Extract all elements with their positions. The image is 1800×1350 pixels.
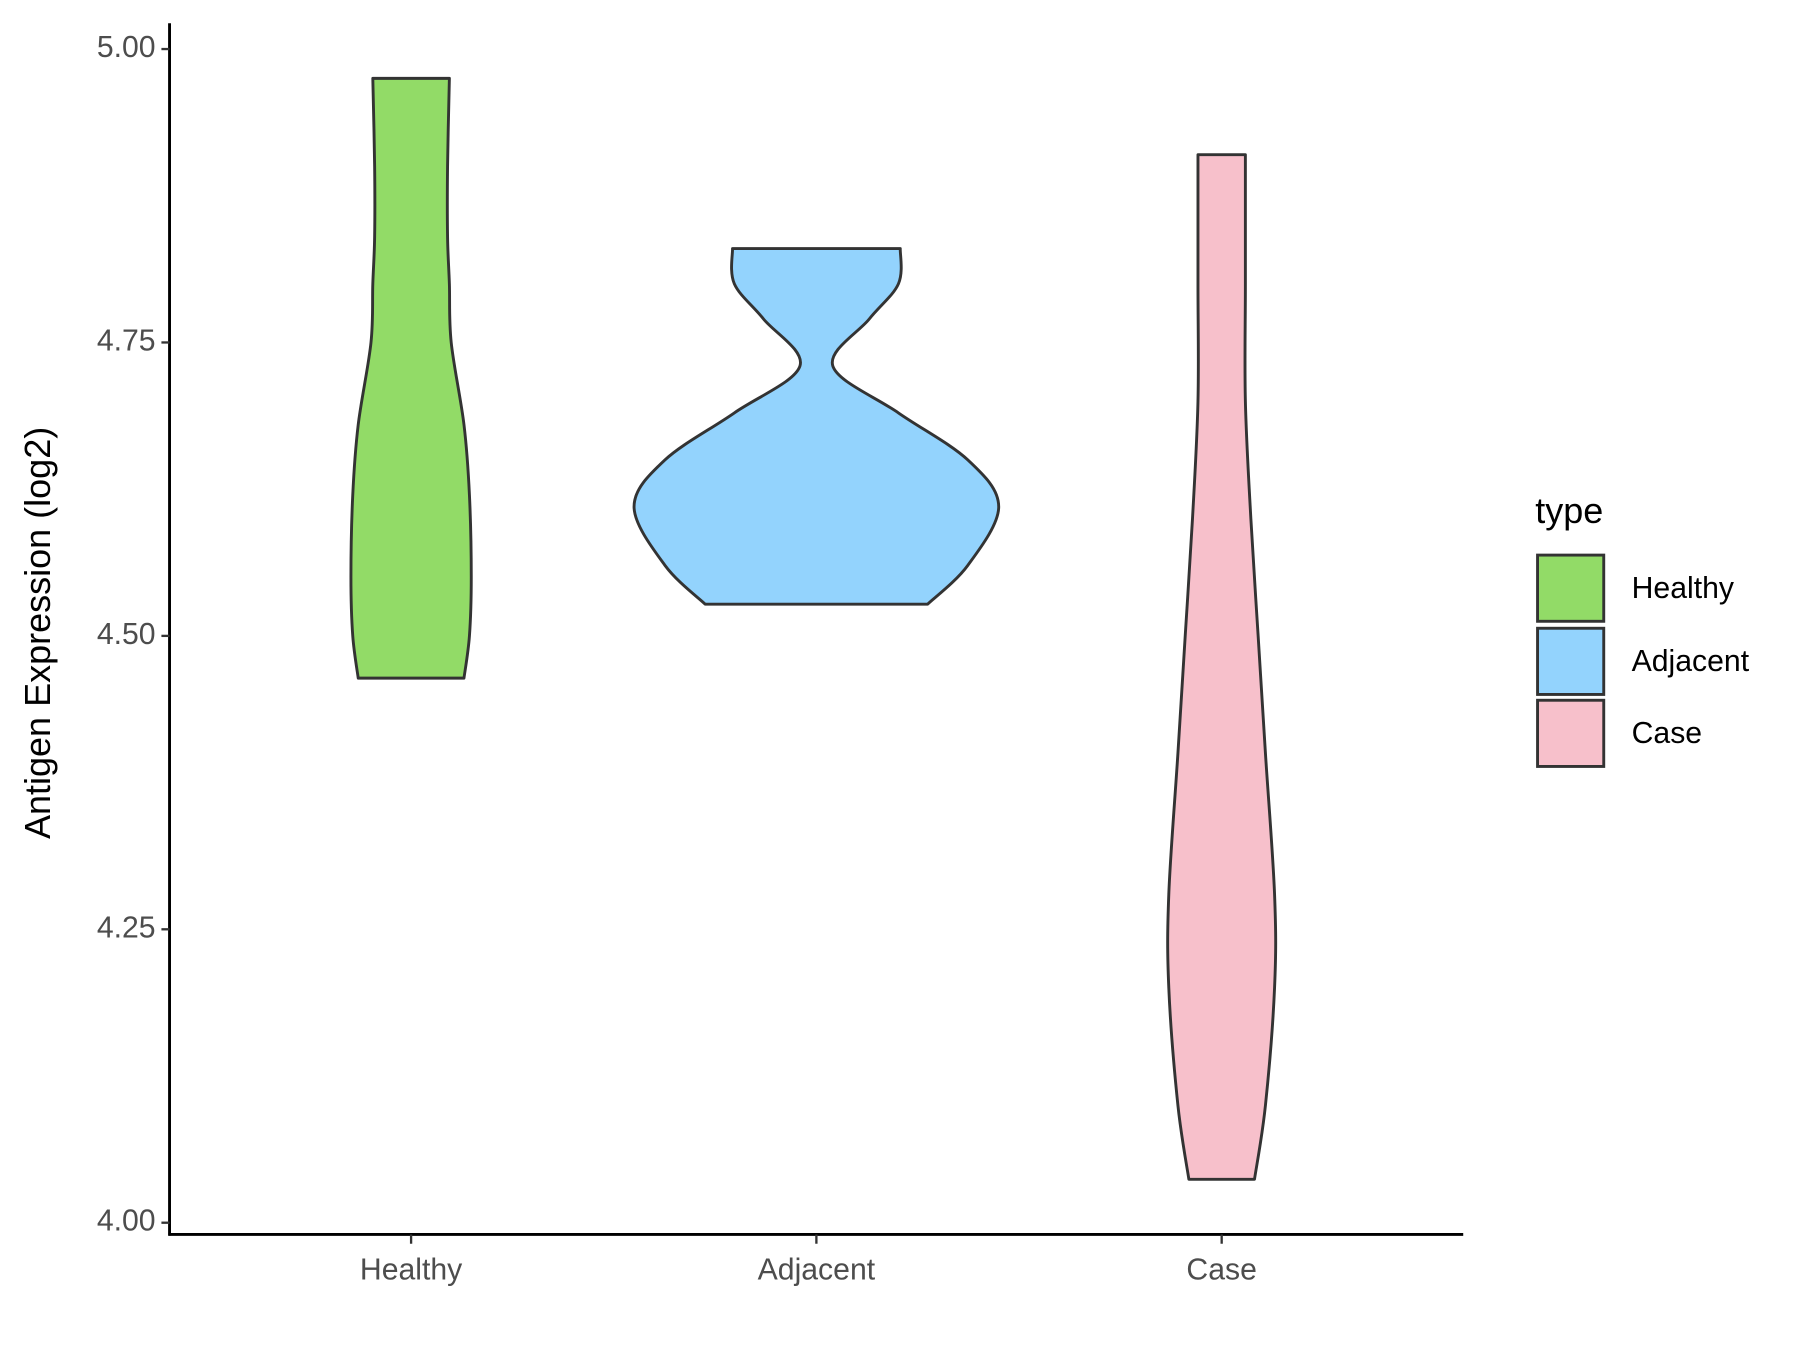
x-tick-label: Healthy [360,1254,463,1287]
legend-label: Healthy [1632,572,1735,605]
y-tick-label: 4.75 [97,324,156,357]
legend-key [1536,626,1606,696]
y-tick-label: 5.00 [97,31,156,64]
legend-title: type [1535,490,1603,531]
x-tick-label: Case [1186,1254,1256,1287]
y-tick-label: 4.00 [97,1205,156,1238]
x-tick-label: Adjacent [758,1254,876,1287]
violin [349,76,473,680]
y-tick-label: 4.50 [97,618,156,651]
violin [632,247,1001,606]
y-tick-label: 4.25 [97,911,156,944]
y-axis-title: Antigen Expression (log2) [17,427,58,839]
legend-key [1536,698,1606,768]
legend-label: Case [1632,717,1702,750]
legend-label: Adjacent [1632,645,1750,678]
violin [1166,153,1278,1181]
legend-key [1536,553,1606,623]
